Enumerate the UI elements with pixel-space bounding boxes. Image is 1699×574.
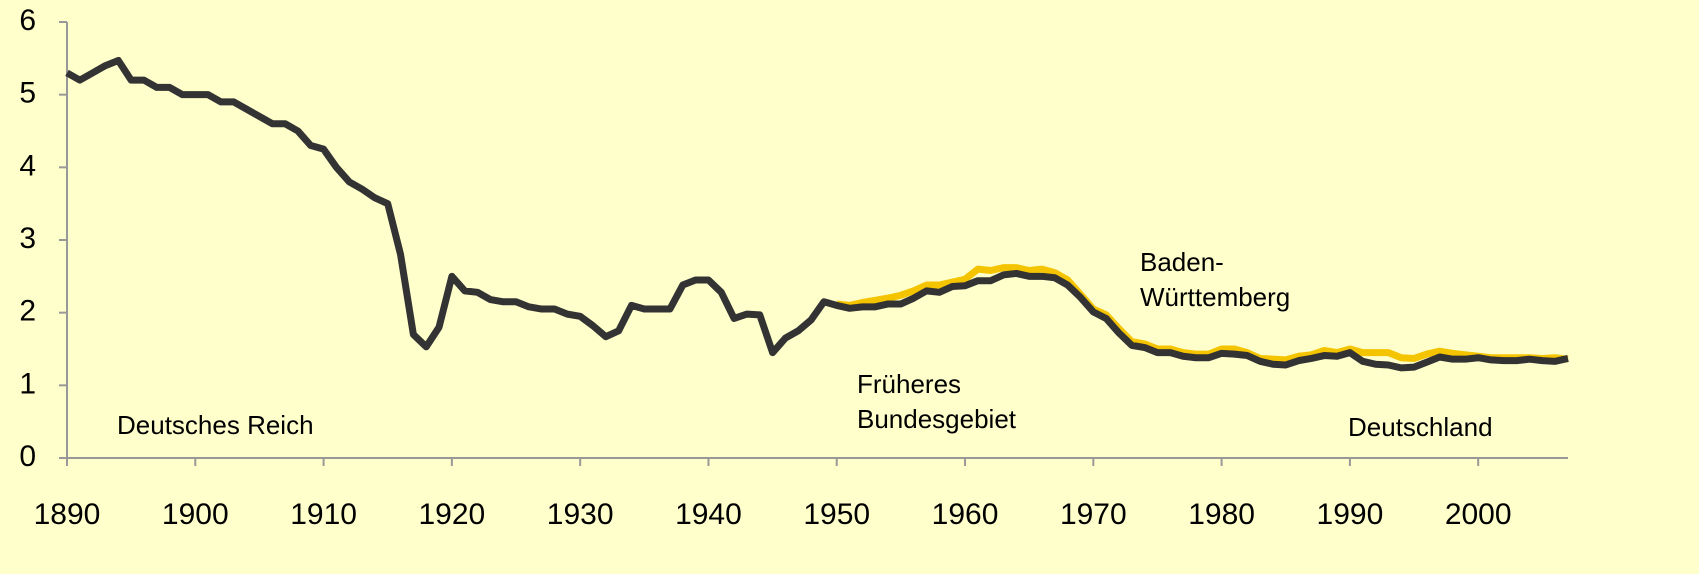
x-tick-label: 1960: [932, 498, 999, 531]
x-tick-label: 1980: [1188, 498, 1255, 531]
x-tick-label: 1970: [1060, 498, 1127, 531]
y-tick-label: 6: [19, 4, 36, 37]
x-tick-label: 1920: [418, 498, 485, 531]
x-tick-label: 1890: [34, 498, 101, 531]
x-tick-label: 1940: [675, 498, 742, 531]
annotation: Bundesgebiet: [857, 404, 1017, 434]
y-tick-label: 4: [19, 149, 36, 182]
y-tick-label: 3: [19, 222, 36, 255]
x-tick-label: 1900: [162, 498, 229, 531]
x-tick-label: 1910: [290, 498, 357, 531]
annotation: Deutsches Reich: [117, 410, 314, 440]
series-line: [65, 57, 1569, 372]
y-tick-label: 2: [19, 295, 36, 328]
annotation: Württemberg: [1140, 282, 1290, 312]
annotation: Früheres: [857, 369, 961, 399]
x-tick-label: 1930: [547, 498, 614, 531]
x-tick-label: 2000: [1445, 498, 1512, 531]
x-tick-label: 1990: [1317, 498, 1384, 531]
x-tick-label: 1950: [803, 498, 870, 531]
annotation: Deutschland: [1348, 412, 1493, 442]
y-tick-label: 0: [19, 440, 36, 473]
y-tick-label: 1: [19, 367, 36, 400]
series-line: [836, 264, 1569, 364]
annotation: Baden-: [1140, 247, 1224, 277]
y-tick-label: 5: [19, 77, 36, 110]
